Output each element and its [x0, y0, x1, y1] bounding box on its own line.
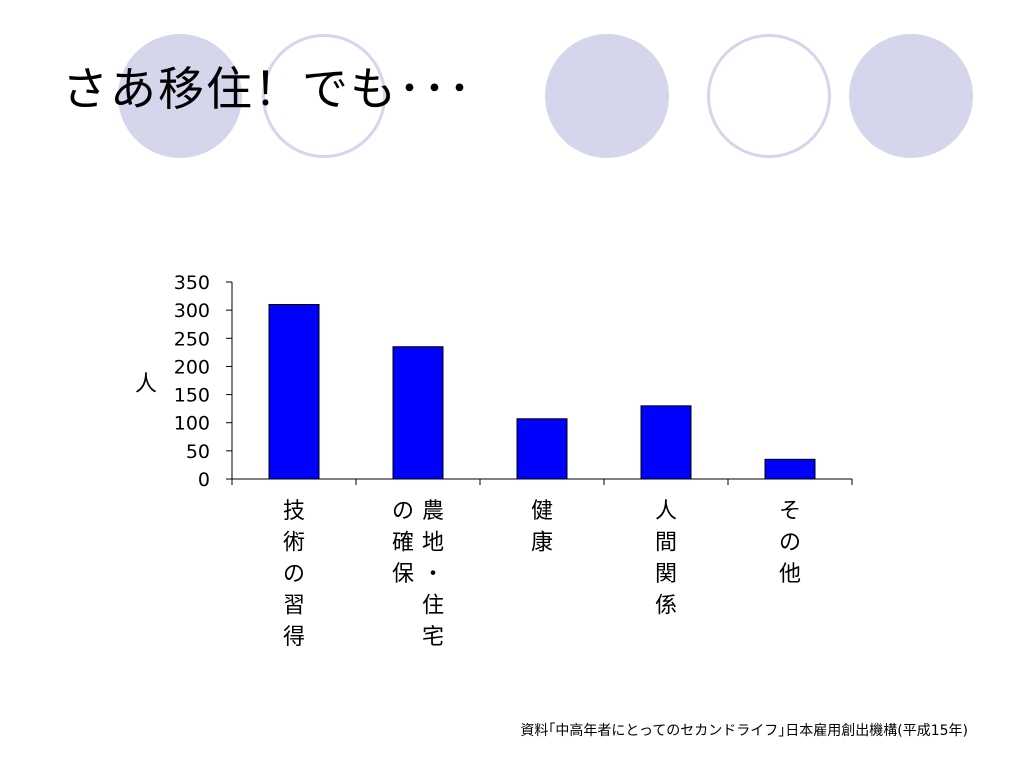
bar	[516, 418, 568, 480]
y-tick-label: 50	[186, 441, 210, 463]
source-note: 資料｢中高年者にとってのセカンドライフ｣日本雇用創出機構(平成15年)	[520, 723, 968, 739]
bar	[392, 346, 444, 480]
x-category-label: 農地・住宅の確保	[392, 499, 444, 650]
y-axis-label: 人	[135, 372, 157, 397]
y-tick-label: 100	[174, 413, 210, 435]
bar	[764, 458, 816, 480]
x-category-label: 人間関係	[655, 499, 677, 619]
decor-circle-outline	[707, 34, 831, 158]
x-category-label: その他	[779, 499, 801, 587]
decor-circle-filled	[118, 34, 242, 158]
y-tick-label: 300	[174, 300, 210, 322]
decor-circle-filled	[849, 34, 973, 158]
x-category-label: 健康	[531, 499, 553, 556]
bar	[268, 304, 320, 480]
decor-circle-outline	[262, 34, 386, 158]
y-tick-label: 150	[174, 385, 210, 407]
y-tick-label: 200	[174, 356, 210, 378]
y-tick-label: 0	[198, 469, 210, 491]
x-category-label: 技術の習得	[283, 499, 305, 650]
y-tick-label: 250	[174, 328, 210, 350]
slide-title: さあ移住！でも･･･	[62, 62, 473, 116]
bar	[640, 405, 692, 480]
y-tick-label: 350	[174, 272, 210, 294]
decor-circle-filled	[545, 34, 669, 158]
